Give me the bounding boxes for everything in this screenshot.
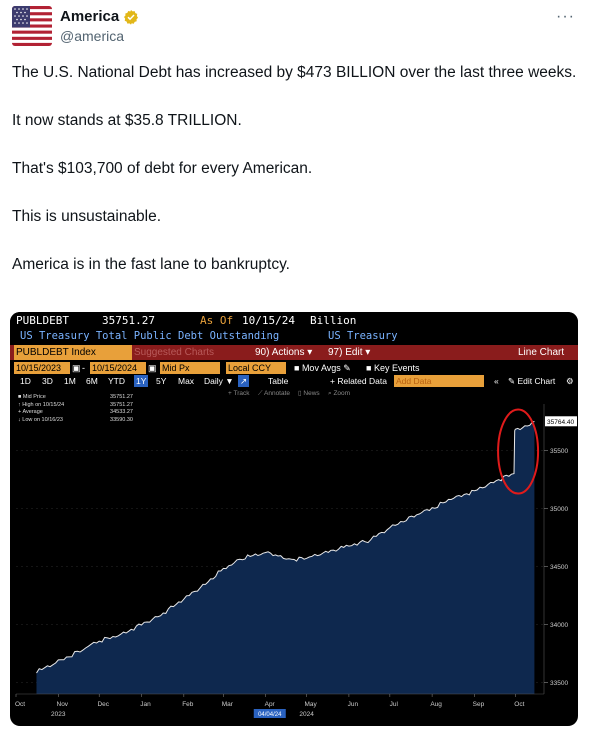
verified-badge-icon [124, 9, 139, 25]
y-tick-label: 34000 [550, 622, 568, 629]
edit-menu[interactable]: 97) Edit ▾ [328, 347, 371, 358]
chart-type-label: Line Chart [518, 347, 565, 358]
date-to-field[interactable]: 10/15/2024 [90, 362, 146, 374]
add-data-input[interactable]: Add Data [394, 375, 484, 387]
related-data-button[interactable]: + Related Data [330, 376, 387, 386]
mov-avgs-checkbox[interactable]: ■ Mov Avgs ✎ [294, 363, 351, 373]
x-tick-label: Jun [348, 701, 359, 708]
chart-tools: + Track ⟋ Annotate ▯ News ⌕ Zoom [10, 388, 578, 399]
table-button[interactable]: Table [268, 376, 289, 386]
period-1m[interactable]: 1M [64, 376, 76, 386]
key-events-checkbox[interactable]: ■ Key Events [366, 363, 420, 373]
chart-legend: ■ Mid Price 35751.27 ↑ High on 10/15/24 35… [18, 394, 133, 424]
calendar-icon[interactable]: ▣ [72, 363, 81, 373]
unit-label: Billion [310, 314, 357, 327]
frequency-select[interactable]: Daily ▼ [204, 376, 234, 386]
period-5y[interactable]: 5Y [156, 376, 167, 386]
chart-image[interactable]: PUBLDEBT 35751.27 As Of 10/15/24 Billion… [10, 312, 578, 726]
suggested-charts[interactable]: Suggested Charts [134, 347, 215, 358]
legend-value: 34533.27 [110, 409, 133, 415]
x-year-label: 2024 [299, 711, 314, 718]
annotate-tool[interactable]: ⟋ Annotate [258, 390, 291, 397]
x-tick-label: May [304, 701, 317, 708]
period-6m[interactable]: 6M [86, 376, 98, 386]
highlight-date-tag [253, 709, 286, 718]
legend-label: ↑ High on 10/15/24 [18, 401, 65, 408]
highlight-date-label: 04/04/24 [258, 712, 282, 718]
tweet-text: The U.S. National Debt has increased by … [12, 62, 577, 302]
tweet-paragraph: This is unsustainable. [12, 208, 162, 225]
tweet-paragraph: The U.S. National Debt has increased by … [12, 64, 577, 81]
period-max[interactable]: Max [178, 376, 195, 386]
zoom-tool[interactable]: ⌕ Zoom [328, 390, 351, 397]
legend-value: 35751.27 [110, 394, 133, 400]
tweet-paragraph: It now stands at $35.8 TRILLION. [12, 112, 242, 129]
tweet-paragraph: America is in the fast lane to bankruptc… [12, 256, 290, 273]
legend-value: 35751.27 [110, 401, 133, 408]
debt-area-chart[interactable]: 33500 34000 34500 35000 35500 35764.40 Oct Nov D… [10, 392, 578, 726]
x-tick-label: Nov [57, 701, 69, 708]
tweet-header: America @america ··· [12, 4, 577, 48]
debt-area-fill [36, 421, 535, 694]
tweet-paragraph: That's $103,700 of debt for every Americ… [12, 160, 313, 177]
last-value: 35751.27 [102, 314, 155, 327]
last-value-tag [545, 416, 577, 427]
legend-label: + Average [18, 409, 43, 415]
period-1y[interactable]: 1Y [134, 375, 149, 387]
x-tick-label: Jul [390, 701, 399, 708]
us-flag-icon[interactable] [12, 6, 52, 46]
user-handle[interactable]: @america [60, 28, 125, 44]
x-tick-label: Dec [97, 701, 109, 708]
x-year-label: 2023 [51, 711, 66, 718]
last-value-label: 35764.40 [547, 419, 574, 426]
date-from-field[interactable]: 10/15/2023 [14, 362, 70, 374]
collapse-icon[interactable]: « [494, 376, 499, 386]
gear-icon[interactable]: ⚙ [566, 376, 574, 386]
track-tool[interactable]: + Track [228, 390, 250, 397]
x-tick-label: Mar [222, 701, 234, 708]
red-ellipse-annotation [497, 408, 540, 495]
debt-series-line [36, 420, 535, 674]
actions-menu[interactable]: 90) Actions ▾ [255, 347, 313, 358]
series-description: US Treasury Total Public Debt Outstandin… [20, 330, 280, 342]
period-1d[interactable]: 1D [20, 376, 31, 386]
edit-chart-button[interactable]: ✎ Edit Chart [508, 376, 556, 386]
settings-row: 10/15/2023 ▣ - 10/15/2024 ▣ Mid Px Local… [10, 362, 578, 374]
legend-value: 33590.30 [110, 416, 133, 423]
source-label: US Treasury [328, 330, 398, 342]
display-name[interactable]: America [60, 8, 120, 25]
price-field-select[interactable]: Mid Px [160, 362, 220, 374]
ticker: PUBLDEBT [16, 314, 69, 327]
as-of-date: 10/15/24 [242, 314, 295, 327]
y-tick-label: 33500 [550, 680, 568, 687]
date-separator: - [82, 363, 85, 373]
period-ytd[interactable]: YTD [108, 376, 125, 386]
x-tick-label: Jan [140, 701, 151, 708]
index-label[interactable]: PUBLDEBT Index [14, 345, 132, 360]
x-tick-label: Aug [430, 701, 442, 708]
function-bar: PUBLDEBT Index Suggested Charts 90) Acti… [10, 345, 578, 360]
chart-icon[interactable]: ↗ [238, 375, 250, 387]
period-row: 1D 3D 1M 6M YTD 1Y 5Y Max Daily ▼ ↗ Tabl… [10, 375, 578, 387]
x-tick-label: Sep [473, 701, 485, 708]
period-3d[interactable]: 3D [42, 376, 53, 386]
y-tick-label: 35000 [550, 506, 568, 513]
security-header: PUBLDEBT 35751.27 As Of 10/15/24 Billion [10, 312, 578, 329]
as-of-label: As Of [200, 314, 234, 327]
x-tick-label: Apr [265, 701, 276, 708]
x-tick-label: Feb [182, 701, 194, 708]
y-tick-label: 34500 [550, 564, 568, 571]
news-tool[interactable]: ▯ News [298, 390, 320, 397]
currency-select[interactable]: Local CCY [226, 362, 286, 374]
legend-label: ↓ Low on 10/16/23 [18, 416, 63, 423]
x-tick-label: Oct [514, 701, 524, 708]
x-tick-label: Oct [15, 701, 25, 708]
calendar-icon[interactable]: ▣ [148, 363, 157, 373]
more-options-icon[interactable]: ··· [556, 8, 575, 25]
y-tick-label: 35500 [550, 448, 568, 455]
description-row: US Treasury Total Public Debt Outstandin… [10, 329, 578, 344]
legend-label: ■ Mid Price [18, 394, 46, 400]
